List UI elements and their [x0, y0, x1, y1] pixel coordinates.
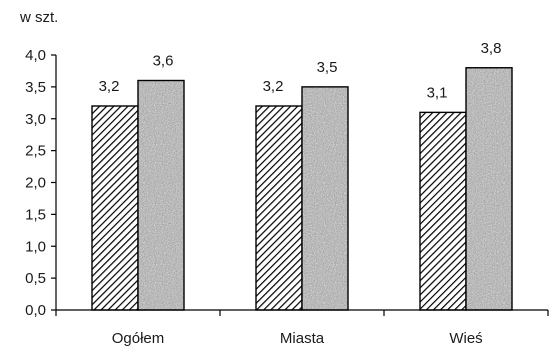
data-label: 3,5 — [317, 59, 338, 76]
y-tick-label: 0,0 — [25, 302, 46, 319]
category-label: Wieś — [449, 330, 482, 347]
data-label: 3,6 — [153, 53, 174, 70]
y-tick-label: 0,5 — [25, 270, 46, 287]
bar-gray-speckle — [465, 67, 513, 311]
bar-diagonal-hatch — [419, 111, 467, 311]
category-label: Miasta — [280, 330, 325, 347]
bar-gray-speckle — [301, 86, 349, 311]
data-label: 3,1 — [427, 84, 448, 101]
y-tick-label: 3,0 — [25, 111, 46, 128]
y-tick-label: 2,5 — [25, 143, 46, 160]
bar-diagonal-hatch — [255, 105, 303, 311]
data-label: 3,8 — [481, 40, 502, 57]
data-label: 3,2 — [99, 78, 120, 95]
bars — [91, 67, 513, 311]
x-axis: Ogółem Miasta Wieś — [55, 309, 549, 347]
bar-gray-speckle — [137, 79, 185, 311]
y-tick-label: 2,0 — [25, 175, 46, 192]
y-axis: 0,0 0,5 1,0 1,5 2,0 2,5 3,0 3,5 4,0 — [25, 47, 57, 319]
y-tick-label: 1,0 — [25, 238, 46, 255]
unit-label: w szt. — [19, 9, 58, 26]
bar-diagonal-hatch — [91, 105, 139, 311]
y-tick-label: 4,0 — [25, 47, 46, 64]
data-label: 3,2 — [263, 78, 284, 95]
data-labels: 3,2 3,6 3,2 3,5 3,1 3,8 — [99, 40, 502, 102]
y-tick-label: 1,5 — [25, 206, 46, 223]
category-label: Ogółem — [112, 330, 165, 347]
y-tick-label: 3,5 — [25, 79, 46, 96]
